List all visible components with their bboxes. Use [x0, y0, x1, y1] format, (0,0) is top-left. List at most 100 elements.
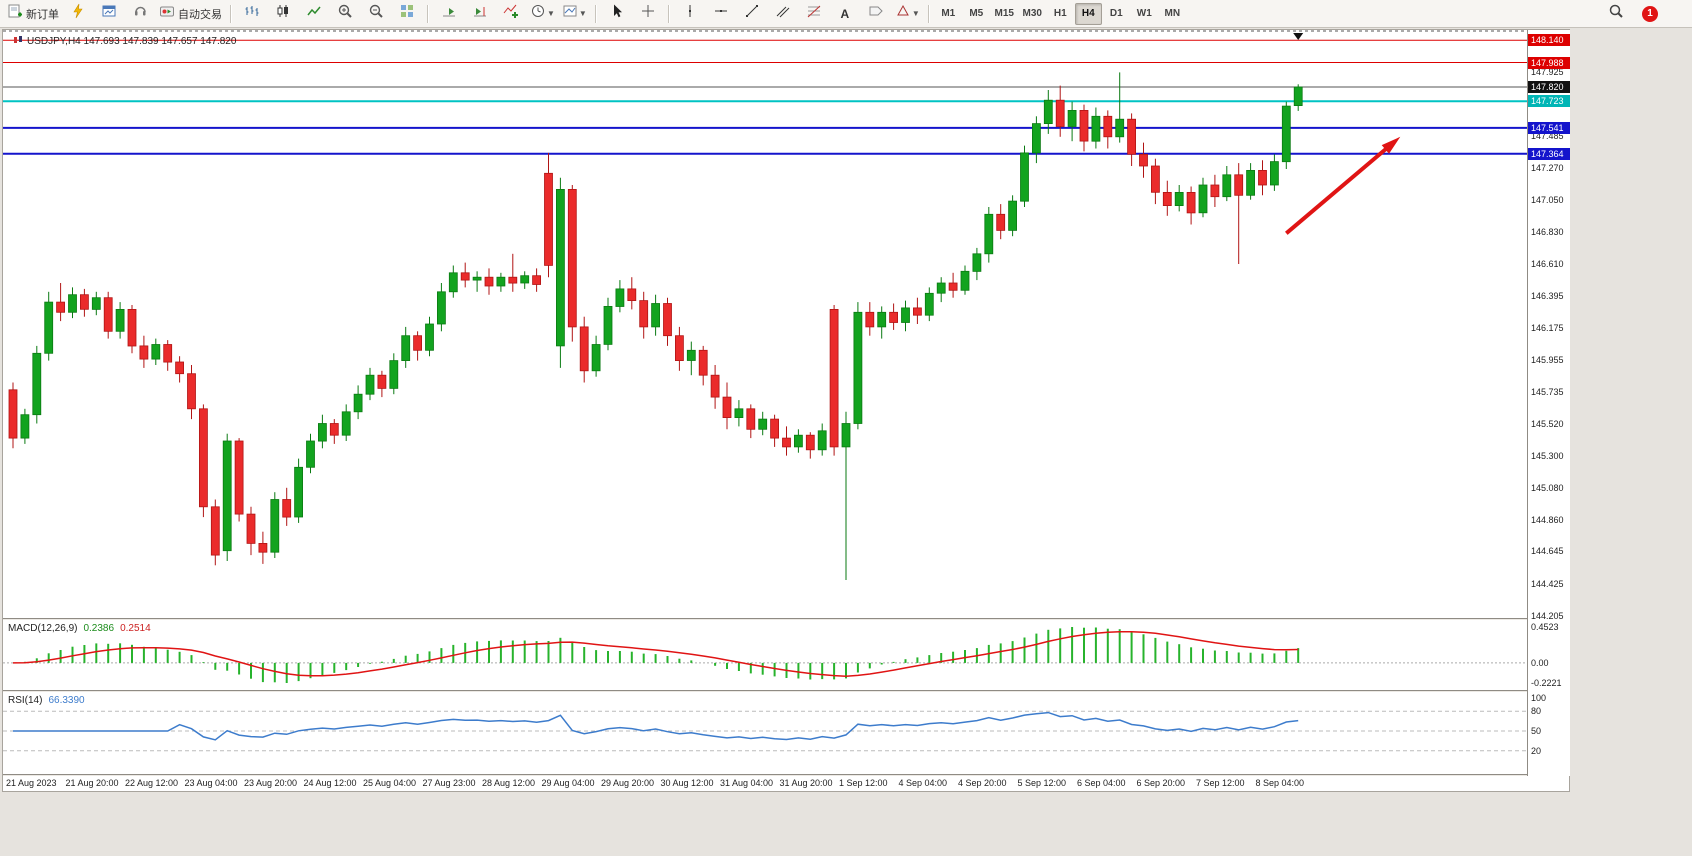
time-axis-label: 31 Aug 04:00 — [720, 778, 774, 788]
quick-trading-button[interactable] — [63, 2, 93, 26]
notification-badge[interactable]: 1 — [1642, 5, 1658, 22]
tile-windows-button[interactable] — [392, 2, 422, 26]
price-axis-label: 146.610 — [1531, 259, 1564, 269]
chart-shift-icon — [472, 3, 488, 24]
search-button[interactable] — [1601, 2, 1631, 26]
main-toolbar: 新订单 自动交易 — [0, 0, 1692, 28]
fibonacci-button[interactable] — [799, 2, 829, 26]
timeframe-group: M1 M5 M15 M30 H1 H4 D1 W1 MN — [935, 2, 1186, 25]
shapes-icon — [895, 3, 911, 24]
price-axis-label: 145.520 — [1531, 418, 1564, 429]
crosshair-button[interactable] — [633, 2, 663, 26]
time-axis-label: 21 Aug 2023 — [6, 778, 57, 788]
time-axis[interactable]: 21 Aug 2023 21 Aug 20:00 22 Aug 12:00 23 Au… — [3, 776, 1569, 791]
time-axis-label: 8 Sep 04:00 — [1255, 778, 1305, 788]
cursor-button[interactable] — [602, 2, 632, 26]
main-chart-plot[interactable] — [3, 30, 1527, 618]
shapes-button[interactable]: ▼ — [892, 2, 923, 26]
horizontal-line-icon — [713, 3, 729, 24]
rsi-plot[interactable] — [3, 692, 1527, 774]
timeframe-m15-button[interactable]: M15 — [994, 8, 1014, 19]
notification-count: 1 — [1647, 8, 1653, 19]
text-button[interactable]: A — [830, 2, 860, 26]
search-icon — [1608, 3, 1624, 24]
chevron-down-icon: ▼ — [911, 9, 920, 18]
indicators-button[interactable] — [496, 2, 526, 26]
time-axis-label: 27 Aug 23:00 — [422, 778, 476, 788]
chart-window: USDJPY,H4 147.693 147.839 147.657 147.82… — [2, 29, 1570, 792]
timeframe-m1-button[interactable]: M1 — [941, 8, 956, 19]
rsi-name: RSI(14) — [8, 695, 43, 706]
time-axis-label: 5 Sep 12:00 — [1017, 778, 1067, 788]
time-axis-label: 24 Aug 12:00 — [303, 778, 357, 788]
horizontal-line-button[interactable] — [706, 2, 736, 26]
macd-axis-label: 0.4523 — [1531, 622, 1559, 632]
text-icon: A — [840, 6, 850, 21]
toolbar-separator — [230, 4, 232, 23]
price-axis-label: 144.860 — [1531, 515, 1564, 525]
timeframe-h4-button[interactable]: H4 — [1074, 2, 1102, 25]
autotrading-label: 自动交易 — [178, 8, 222, 21]
price-badge: 147.820 — [1528, 81, 1570, 93]
price-badge: 147.541 — [1528, 121, 1570, 134]
lightning-icon — [70, 3, 86, 24]
price-axis-label: 147.270 — [1531, 162, 1564, 173]
trendline-button[interactable] — [737, 2, 767, 26]
rsi-axis-label: 50 — [1531, 726, 1542, 736]
timeframe-m5-button[interactable]: M5 — [969, 8, 984, 19]
panel-separator[interactable] — [3, 690, 1569, 692]
candlestick-chart-button[interactable] — [268, 2, 298, 26]
channel-icon — [775, 3, 791, 24]
time-axis-label: 30 Aug 12:00 — [660, 778, 714, 788]
macd-label: MACD(12,26,9) 0.2386 0.2514 — [8, 623, 151, 634]
template-icon — [562, 3, 578, 24]
timeframe-mn-button[interactable]: MN — [1164, 8, 1181, 19]
price-axis-label: 144.205 — [1531, 610, 1564, 621]
new-chart-button[interactable] — [94, 2, 124, 26]
chart-shift-button[interactable] — [465, 2, 495, 26]
rsi-value: 66.3390 — [48, 695, 85, 706]
rsi-label: RSI(14) 66.3390 — [8, 695, 85, 706]
time-axis-label: 25 Aug 04:00 — [363, 778, 417, 788]
timeframe-w1-button[interactable]: W1 — [1136, 8, 1152, 19]
time-axis-label: 21 Aug 20:00 — [65, 778, 119, 788]
periods-button[interactable]: ▼ — [527, 2, 558, 26]
autotrading-button[interactable]: 自动交易 — [156, 2, 225, 26]
timeframe-h1-button[interactable]: H1 — [1053, 8, 1067, 19]
fibonacci-icon — [806, 3, 822, 24]
zoom-out-icon — [368, 3, 384, 24]
timeframe-d1-button[interactable]: D1 — [1109, 8, 1123, 19]
line-chart-icon — [306, 3, 322, 24]
time-axis-label: 29 Aug 04:00 — [541, 778, 595, 788]
timeframe-m30-button[interactable]: M30 — [1022, 8, 1042, 19]
price-axis-label: 145.080 — [1531, 482, 1564, 493]
zoom-in-button[interactable] — [330, 2, 360, 26]
macd-plot[interactable] — [3, 620, 1527, 690]
price-axis-label: 146.395 — [1531, 290, 1564, 301]
candlestick-icon — [275, 3, 291, 24]
price-axis[interactable]: 147.925 147.485 147.270 147.050 146.830 146.6… — [1527, 30, 1570, 776]
bar-chart-button[interactable] — [237, 2, 267, 26]
line-chart-button[interactable] — [299, 2, 329, 26]
text-label-button[interactable] — [861, 2, 891, 26]
auto-scroll-icon — [441, 3, 457, 24]
chart-title: USDJPY,H4 147.693 147.839 147.657 147.82… — [13, 35, 236, 48]
new-order-button[interactable]: 新订单 — [4, 2, 62, 26]
price-axis-label: 147.925 — [1531, 66, 1564, 77]
templates-button[interactable]: ▼ — [559, 2, 590, 26]
new-order-label: 新订单 — [26, 8, 59, 21]
panel-separator[interactable] — [3, 618, 1569, 620]
zoom-out-button[interactable] — [361, 2, 391, 26]
time-axis-label: 29 Aug 20:00 — [601, 778, 655, 788]
vertical-line-button[interactable] — [675, 2, 705, 26]
toolbar-separator — [427, 4, 429, 23]
cursor-icon — [609, 3, 625, 24]
price-axis-label: 145.735 — [1531, 387, 1564, 397]
price-axis-label: 144.425 — [1531, 578, 1564, 589]
channel-button[interactable] — [768, 2, 798, 26]
auto-scroll-button[interactable] — [434, 2, 464, 26]
chart-title-text: USDJPY,H4 147.693 147.839 147.657 147.82… — [27, 36, 237, 47]
panel-separator[interactable] — [3, 774, 1569, 776]
sound-button[interactable] — [125, 2, 155, 26]
